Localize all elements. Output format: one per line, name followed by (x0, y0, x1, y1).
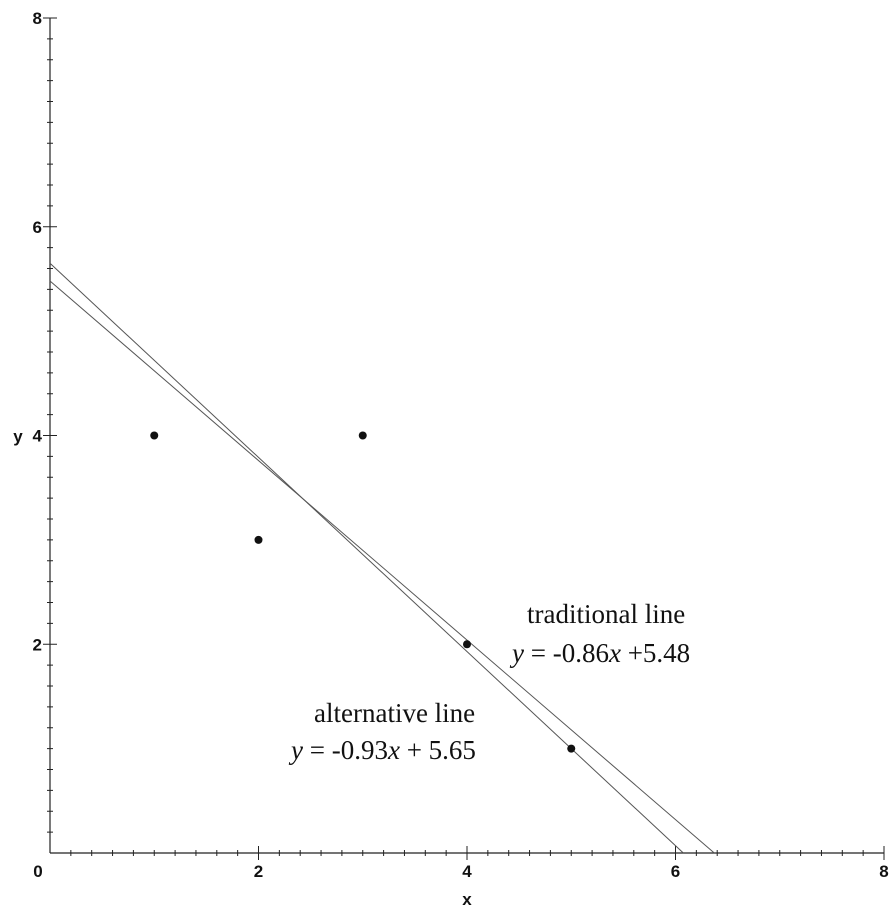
y-axis-label: y (13, 427, 23, 446)
y-tick-label: 6 (33, 218, 42, 237)
y-tick-label: 8 (33, 9, 42, 28)
traditional-line-equation: y = -0.86x +5.48 (509, 638, 690, 668)
alternative-line-equation: y = -0.93x + 5.65 (288, 735, 476, 765)
data-point (254, 535, 263, 544)
traditional-line-label: traditional line (527, 599, 685, 629)
data-points (150, 431, 576, 753)
regression-lines (49, 262, 715, 854)
traditional-line-annotation: traditional line y = -0.86x +5.48 (509, 599, 690, 668)
traditional-line (49, 280, 715, 854)
x-tick-label: 0 (33, 862, 42, 881)
data-point (150, 431, 159, 440)
data-point (463, 640, 471, 649)
x-tick-label: 8 (879, 862, 888, 881)
alternative-line-label: alternative line (314, 698, 475, 728)
alternative-line (49, 262, 684, 854)
x-tick-label: 4 (462, 862, 472, 881)
alternative-line-annotation: alternative line y = -0.93x + 5.65 (288, 698, 476, 765)
data-point (567, 744, 576, 753)
x-axis-label: x (462, 890, 472, 909)
data-point (358, 431, 367, 440)
axes (43, 17, 885, 860)
x-tick-label: 6 (671, 862, 680, 881)
x-tick-label: 2 (254, 862, 263, 881)
y-tick-label: 2 (33, 635, 42, 654)
tick-labels: 0 2 4 6 8 2 4 6 8 (33, 9, 889, 881)
y-tick-label: 4 (33, 427, 43, 446)
